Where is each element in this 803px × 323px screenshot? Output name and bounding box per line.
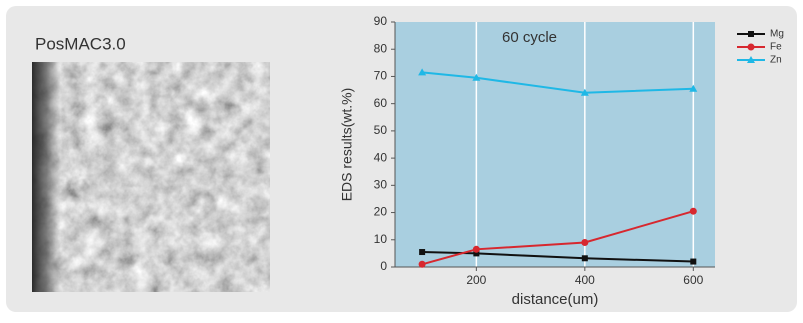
y-tick-label: 40 — [374, 150, 388, 164]
micrograph — [32, 62, 270, 292]
data-point — [690, 208, 697, 215]
legend-label: Zn — [770, 55, 782, 66]
x-axis-label: distance(um) — [512, 291, 599, 308]
data-point — [473, 246, 480, 253]
y-axis-label: EDS results(wt.%) — [339, 88, 355, 202]
legend-label: Fe — [770, 42, 782, 53]
x-tick-label: 200 — [466, 273, 486, 287]
y-tick-label: 60 — [374, 96, 388, 110]
data-point — [419, 249, 425, 255]
y-tick-label: 30 — [374, 178, 388, 192]
y-tick-label: 10 — [374, 232, 388, 246]
y-tick-label: 80 — [374, 41, 388, 55]
panel-label: PosMAC3.0 — [35, 34, 126, 53]
x-tick-label: 400 — [575, 273, 595, 287]
x-tick-label: 600 — [683, 273, 703, 287]
figure: PosMAC3.0 200 400 600 0 10 20 30 40 50 60 70 80 90 di… — [0, 0, 803, 318]
data-point — [690, 259, 696, 265]
y-tick-label: 0 — [380, 259, 387, 273]
data-point — [419, 261, 426, 268]
data-point — [582, 255, 588, 261]
legend-marker — [748, 44, 755, 51]
legend-label: Mg — [770, 29, 784, 40]
legend-marker — [748, 31, 754, 37]
y-tick-label: 70 — [374, 69, 388, 83]
y-tick-label: 90 — [374, 14, 388, 28]
y-tick-label: 50 — [374, 123, 388, 137]
annotation: 60 cycle — [502, 29, 557, 46]
data-point — [581, 239, 588, 246]
y-tick-label: 20 — [374, 205, 388, 219]
plot-area — [395, 22, 715, 267]
